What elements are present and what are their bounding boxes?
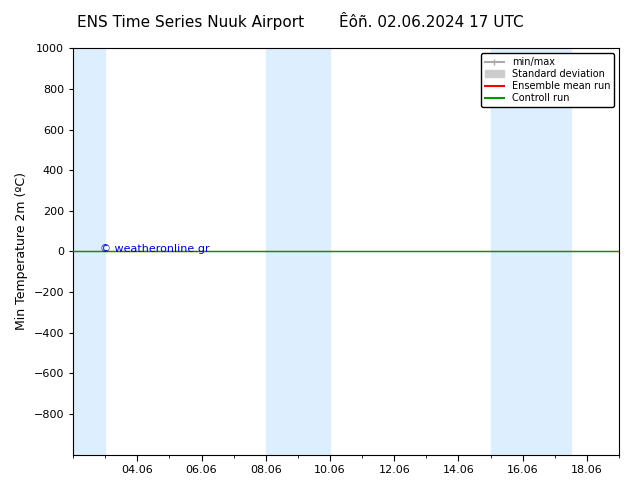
Bar	[491, 49, 571, 455]
Bar	[73, 49, 105, 455]
Text: Êôñ. 02.06.2024 17 UTC: Êôñ. 02.06.2024 17 UTC	[339, 15, 524, 30]
Y-axis label: Min Temperature 2m (ºC): Min Temperature 2m (ºC)	[15, 172, 28, 330]
Bar	[266, 49, 330, 455]
Text: ENS Time Series Nuuk Airport: ENS Time Series Nuuk Airport	[77, 15, 304, 30]
Text: © weatheronline.gr: © weatheronline.gr	[100, 245, 210, 254]
Legend: min/max, Standard deviation, Ensemble mean run, Controll run: min/max, Standard deviation, Ensemble me…	[481, 53, 614, 107]
